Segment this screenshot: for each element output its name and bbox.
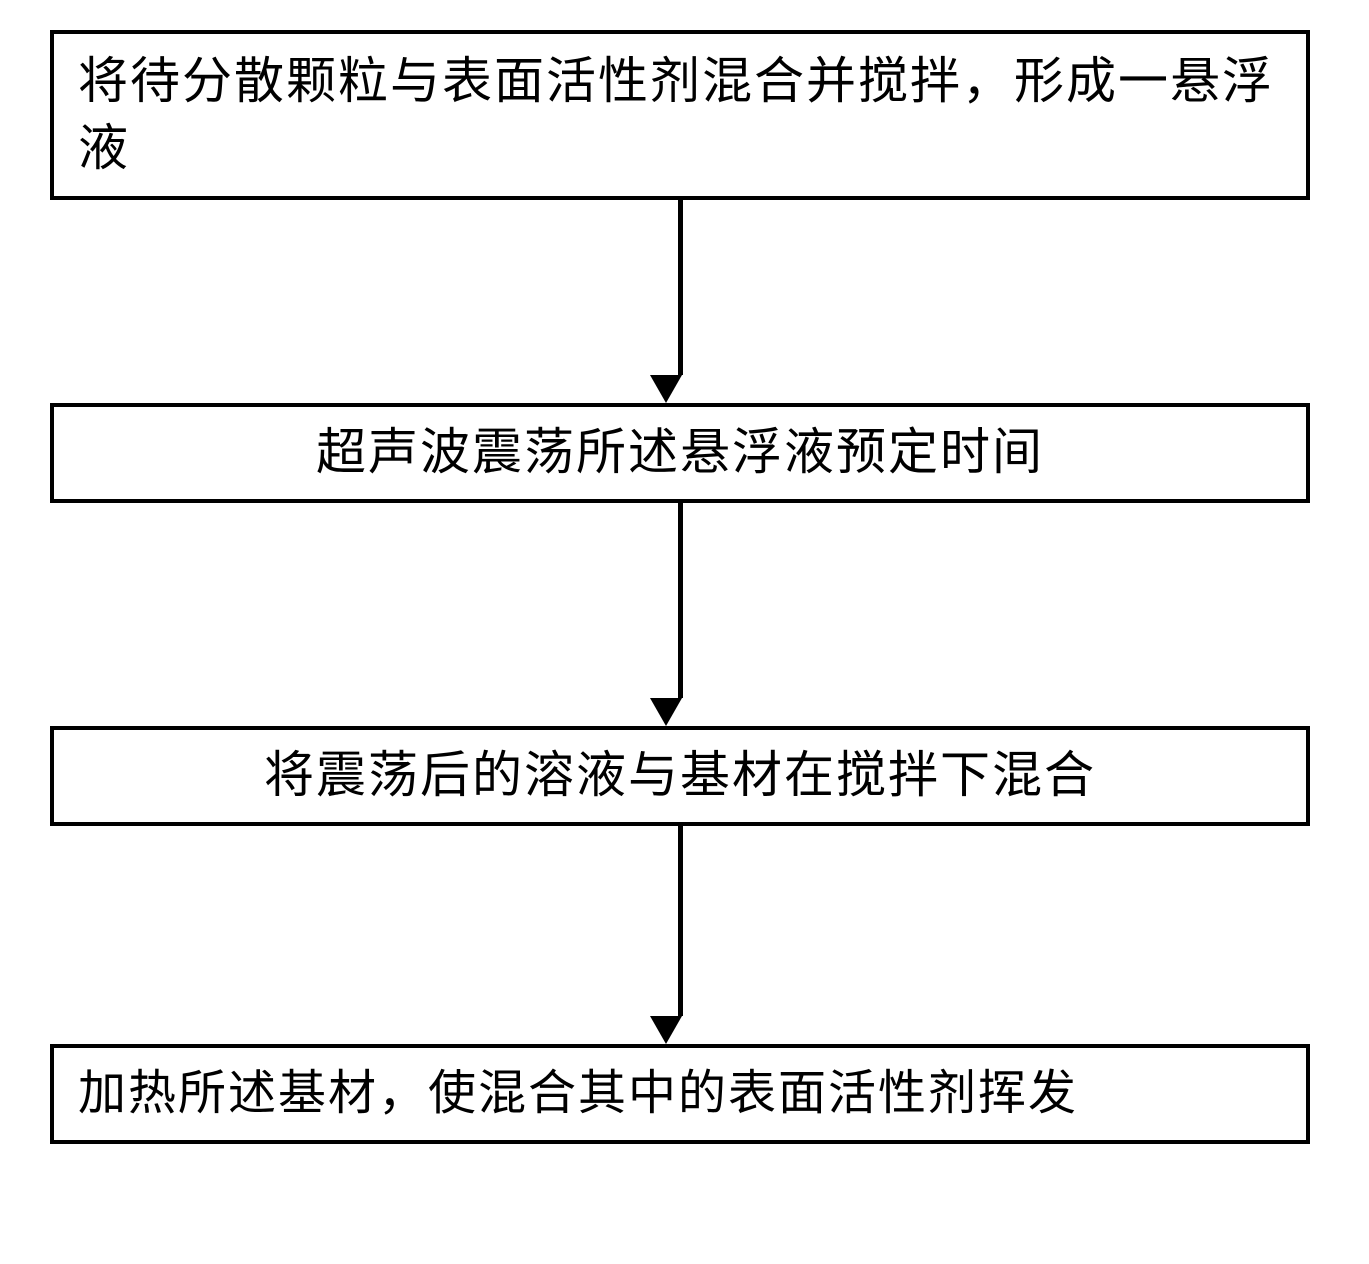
arrow-1 <box>50 200 1310 403</box>
step-box-2: 超声波震荡所述悬浮液预定时间 <box>50 403 1310 503</box>
step-text-3: 将震荡后的溶液与基材在搅拌下混合 <box>264 742 1096 810</box>
arrow-line-1 <box>678 200 683 375</box>
step-text-4: 加热所述基材，使混合其中的表面活性剂挥发 <box>78 1062 1078 1127</box>
step-text-2: 超声波震荡所述悬浮液预定时间 <box>316 419 1044 487</box>
step-text-1: 将待分散颗粒与表面活性剂混合并搅拌，形成一悬浮液 <box>78 48 1282 183</box>
arrow-head-3 <box>650 1016 682 1044</box>
arrow-head-1 <box>650 375 682 403</box>
arrow-2 <box>50 503 1310 726</box>
step-box-1: 将待分散颗粒与表面活性剂混合并搅拌，形成一悬浮液 <box>50 30 1310 200</box>
arrow-head-2 <box>650 698 682 726</box>
step-box-3: 将震荡后的溶液与基材在搅拌下混合 <box>50 726 1310 826</box>
arrow-3 <box>50 826 1310 1044</box>
flowchart-container: 将待分散颗粒与表面活性剂混合并搅拌，形成一悬浮液 超声波震荡所述悬浮液预定时间 … <box>50 30 1310 1144</box>
arrow-line-2 <box>678 503 683 698</box>
step-box-4: 加热所述基材，使混合其中的表面活性剂挥发 <box>50 1044 1310 1144</box>
arrow-line-3 <box>678 826 683 1016</box>
